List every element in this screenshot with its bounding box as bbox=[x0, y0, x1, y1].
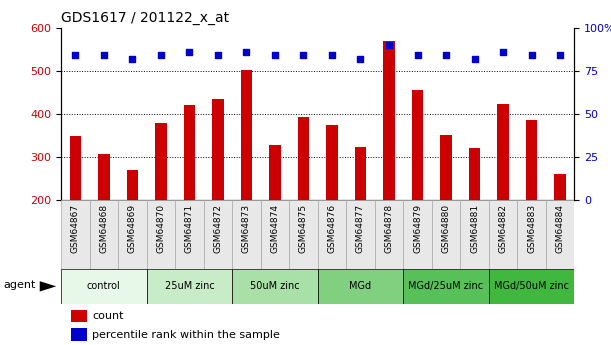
Point bbox=[270, 52, 280, 58]
Text: MGd/25uM zinc: MGd/25uM zinc bbox=[409, 282, 483, 291]
Text: 25uM zinc: 25uM zinc bbox=[164, 282, 214, 291]
Point bbox=[241, 49, 251, 55]
Point bbox=[555, 52, 565, 58]
Text: GSM64877: GSM64877 bbox=[356, 204, 365, 253]
Bar bbox=[383, 41, 395, 200]
Bar bbox=[289, 200, 318, 269]
Text: percentile rank within the sample: percentile rank within the sample bbox=[92, 330, 280, 339]
Point bbox=[356, 56, 365, 61]
Text: GSM64875: GSM64875 bbox=[299, 204, 308, 253]
Point bbox=[213, 52, 223, 58]
Bar bbox=[71, 328, 87, 341]
Bar bbox=[346, 200, 375, 269]
Bar bbox=[61, 269, 147, 304]
Bar bbox=[269, 145, 280, 200]
Text: GSM64881: GSM64881 bbox=[470, 204, 479, 253]
Text: GSM64870: GSM64870 bbox=[156, 204, 166, 253]
Point bbox=[441, 52, 451, 58]
Text: GSM64873: GSM64873 bbox=[242, 204, 251, 253]
Bar bbox=[261, 200, 289, 269]
Text: count: count bbox=[92, 311, 123, 321]
Bar bbox=[98, 154, 109, 200]
Text: GSM64879: GSM64879 bbox=[413, 204, 422, 253]
Point bbox=[70, 52, 80, 58]
Bar bbox=[70, 136, 81, 200]
Bar bbox=[432, 200, 460, 269]
Bar bbox=[241, 70, 252, 200]
Bar bbox=[147, 269, 232, 304]
Bar bbox=[489, 269, 574, 304]
Bar bbox=[441, 135, 452, 200]
Text: GSM64872: GSM64872 bbox=[213, 204, 222, 253]
Bar bbox=[71, 310, 87, 322]
Text: GSM64882: GSM64882 bbox=[499, 204, 508, 253]
Point bbox=[470, 56, 480, 61]
Text: GDS1617 / 201122_x_at: GDS1617 / 201122_x_at bbox=[61, 11, 229, 25]
Text: GSM64876: GSM64876 bbox=[327, 204, 337, 253]
Bar bbox=[526, 120, 537, 200]
Bar bbox=[212, 99, 224, 200]
Point bbox=[527, 52, 536, 58]
Bar bbox=[355, 148, 366, 200]
Bar bbox=[126, 170, 138, 200]
Bar bbox=[118, 200, 147, 269]
Point bbox=[128, 56, 137, 61]
Text: GSM64871: GSM64871 bbox=[185, 204, 194, 253]
Bar bbox=[184, 105, 195, 200]
Point bbox=[384, 42, 394, 48]
Bar bbox=[375, 200, 403, 269]
Bar bbox=[90, 200, 118, 269]
Point bbox=[412, 52, 422, 58]
Point bbox=[498, 49, 508, 55]
Bar bbox=[203, 200, 232, 269]
Point bbox=[185, 49, 194, 55]
Bar bbox=[546, 200, 574, 269]
Polygon shape bbox=[40, 281, 56, 292]
Bar bbox=[469, 148, 480, 200]
Bar bbox=[489, 200, 518, 269]
Text: control: control bbox=[87, 282, 121, 291]
Point bbox=[327, 52, 337, 58]
Bar bbox=[147, 200, 175, 269]
Bar bbox=[554, 174, 566, 200]
Text: GSM64867: GSM64867 bbox=[71, 204, 80, 253]
Bar bbox=[61, 200, 90, 269]
Point bbox=[299, 52, 309, 58]
Text: GSM64878: GSM64878 bbox=[384, 204, 393, 253]
Bar bbox=[298, 117, 309, 200]
Bar bbox=[232, 200, 261, 269]
Bar bbox=[318, 200, 346, 269]
Text: MGd/50uM zinc: MGd/50uM zinc bbox=[494, 282, 569, 291]
Text: GSM64868: GSM64868 bbox=[100, 204, 108, 253]
Bar bbox=[460, 200, 489, 269]
Bar bbox=[175, 200, 203, 269]
Text: GSM64880: GSM64880 bbox=[442, 204, 450, 253]
Bar bbox=[518, 200, 546, 269]
Text: GSM64874: GSM64874 bbox=[271, 204, 279, 253]
Point bbox=[156, 52, 166, 58]
Text: GSM64869: GSM64869 bbox=[128, 204, 137, 253]
Text: 50uM zinc: 50uM zinc bbox=[250, 282, 300, 291]
Point bbox=[99, 52, 109, 58]
Text: agent: agent bbox=[3, 280, 35, 289]
Text: GSM64883: GSM64883 bbox=[527, 204, 536, 253]
Bar bbox=[497, 104, 509, 200]
Bar bbox=[403, 200, 432, 269]
Text: MGd: MGd bbox=[349, 282, 371, 291]
Bar bbox=[155, 124, 167, 200]
Bar bbox=[318, 269, 403, 304]
Bar bbox=[232, 269, 318, 304]
Bar bbox=[326, 125, 338, 200]
Text: GSM64884: GSM64884 bbox=[555, 204, 565, 253]
Bar bbox=[403, 269, 489, 304]
Bar bbox=[412, 90, 423, 200]
